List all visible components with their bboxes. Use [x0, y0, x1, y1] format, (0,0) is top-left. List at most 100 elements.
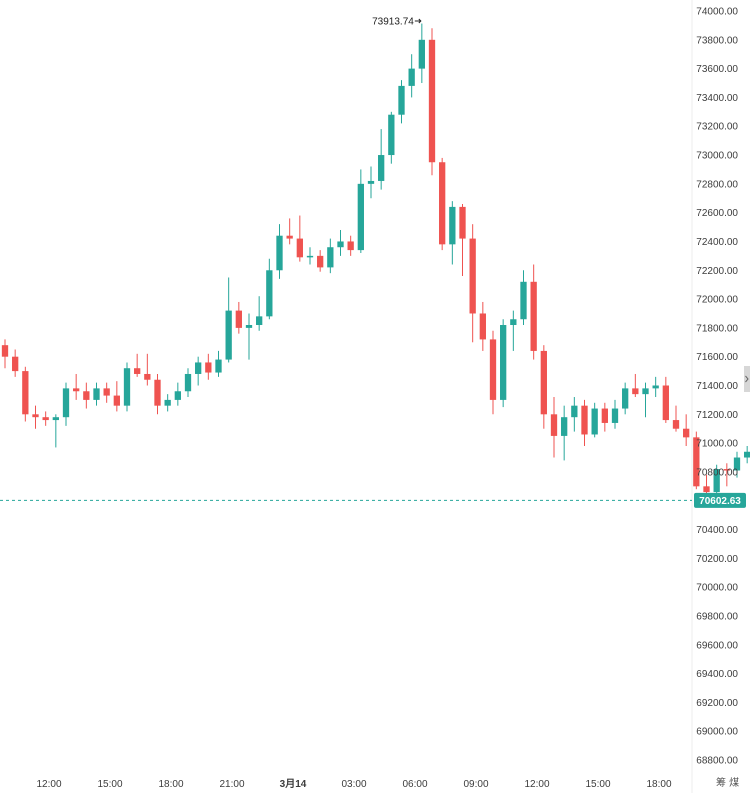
candle-down[interactable] [83, 382, 90, 409]
candle-down[interactable] [632, 373, 639, 398]
x-tick-label: 21:00 [219, 779, 244, 790]
candle-up[interactable] [571, 397, 578, 432]
candle-down[interactable] [550, 397, 558, 458]
candle-body [144, 373, 151, 380]
candle-up[interactable] [52, 414, 59, 448]
candle-up[interactable] [408, 54, 415, 98]
candle-up[interactable] [327, 238, 334, 274]
candle-body [662, 385, 669, 421]
candle-up[interactable] [652, 376, 659, 398]
candle-down[interactable] [22, 366, 29, 422]
candle-body [744, 451, 750, 458]
candle-down[interactable] [235, 301, 242, 334]
candle-down[interactable] [12, 349, 19, 377]
candle-up[interactable] [561, 405, 568, 461]
scale-handle-icon[interactable] [744, 366, 750, 392]
candle-up[interactable] [174, 382, 181, 406]
candle-down[interactable] [469, 224, 476, 343]
y-tick-label: 73200.00 [696, 122, 738, 133]
candle-body [286, 235, 293, 239]
candle-down[interactable] [459, 204, 466, 277]
candle-body [256, 316, 263, 326]
candle-down[interactable] [672, 405, 680, 432]
candle-down[interactable] [103, 382, 110, 403]
candle-up[interactable] [256, 296, 263, 331]
candle-down[interactable] [601, 402, 608, 432]
candle-down[interactable] [347, 235, 354, 256]
candle-up[interactable] [418, 23, 425, 84]
candle-up[interactable] [276, 224, 283, 279]
candle-down[interactable] [723, 463, 730, 487]
candle-up[interactable] [164, 394, 171, 412]
candle-up[interactable] [591, 402, 598, 438]
candle-down[interactable] [113, 381, 120, 412]
candle-up[interactable] [245, 313, 253, 360]
candle-up[interactable] [184, 368, 192, 398]
candle-up[interactable] [611, 399, 619, 429]
candle-up[interactable] [367, 166, 375, 199]
candle-up[interactable] [215, 350, 222, 377]
candle-up[interactable] [357, 169, 364, 253]
candle-body [164, 399, 171, 406]
candle-up[interactable] [62, 382, 70, 426]
candle-up[interactable] [449, 201, 456, 265]
candle-up[interactable] [225, 277, 232, 363]
candle-up[interactable] [500, 319, 507, 408]
candle-body [276, 235, 283, 271]
candle-down[interactable] [1, 339, 9, 369]
candle-up[interactable] [378, 129, 385, 190]
candle-down[interactable] [296, 215, 303, 262]
candle-up[interactable] [642, 382, 649, 418]
candle-up[interactable] [733, 451, 741, 478]
candle-up[interactable] [195, 356, 202, 386]
candle-down[interactable] [540, 345, 547, 429]
candle-down[interactable] [317, 250, 324, 272]
candle-up[interactable] [622, 382, 629, 415]
candle-body [611, 408, 619, 423]
candle-body [184, 373, 192, 392]
candle-down[interactable] [693, 431, 700, 490]
candle-up[interactable] [713, 464, 720, 498]
candle-body [733, 457, 741, 471]
candle-body [73, 388, 80, 392]
candle-down[interactable] [286, 218, 293, 245]
candle-down[interactable] [32, 405, 39, 429]
candle-body [317, 255, 324, 268]
candle-up[interactable] [306, 247, 314, 265]
x-tick-label: 12:00 [524, 779, 549, 790]
candle-down[interactable] [205, 353, 212, 380]
candle-body [601, 408, 608, 423]
candle-down[interactable] [439, 157, 446, 251]
candle-up[interactable] [520, 270, 527, 326]
candle-body [327, 247, 334, 268]
candle-down[interactable] [530, 264, 537, 360]
candle-body [83, 391, 90, 400]
candle-down[interactable] [479, 301, 486, 351]
candle-up[interactable] [510, 310, 517, 351]
candle-up[interactable] [388, 111, 395, 164]
candle-up[interactable] [266, 258, 273, 320]
candle-down[interactable] [683, 414, 690, 446]
candle-up[interactable] [337, 229, 344, 256]
candle-body [510, 319, 517, 326]
candle-down[interactable] [73, 373, 80, 400]
candle-body [205, 362, 212, 373]
y-tick-label: 73400.00 [696, 93, 738, 104]
candle-body [489, 339, 497, 400]
candle-body [622, 388, 629, 409]
candle-down[interactable] [428, 28, 436, 176]
candle-down[interactable] [581, 399, 588, 446]
candle-down[interactable] [154, 373, 161, 415]
candle-down[interactable] [134, 353, 141, 377]
candle-up[interactable] [123, 362, 131, 412]
candle-up[interactable] [93, 382, 100, 406]
candle-down[interactable] [489, 330, 497, 415]
candle-down[interactable] [662, 376, 669, 423]
candle-up[interactable] [398, 80, 405, 124]
candle-down[interactable] [144, 353, 151, 386]
candle-up[interactable] [744, 445, 750, 464]
candle-down[interactable] [42, 411, 49, 426]
candle-body [642, 388, 649, 395]
